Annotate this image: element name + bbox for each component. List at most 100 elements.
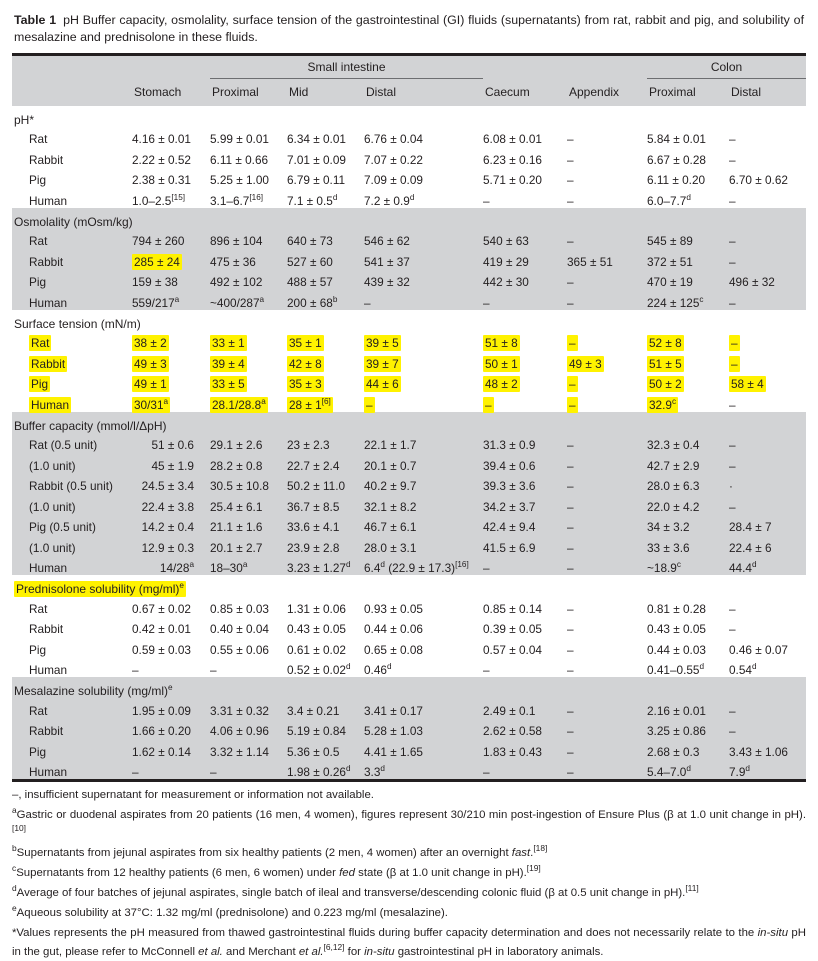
data-cell: – — [729, 493, 807, 514]
section-title: Prednisolone solubility (mg/ml)e — [14, 581, 186, 598]
data-cell: – — [567, 663, 574, 678]
data-cell: ~18.9c — [647, 554, 729, 576]
row-label: Pig — [29, 376, 51, 393]
table-row: Rat 4.16 ± 0.01 5.99 ± 0.01 6.34 ± 0.01 6.76… — [12, 126, 806, 147]
data-cell: 6.34 ± 0.01 — [287, 132, 346, 147]
row-label: (1.0 unit) — [12, 452, 132, 473]
data-cell: 42.4 ± 9.4 — [483, 513, 567, 535]
data-cell: – — [567, 227, 647, 249]
section-title: Buffer capacity (mmol/l/ΔpH) — [12, 411, 807, 432]
table-row: Rabbit 2.22 ± 0.52 6.11 ± 0.66 7.01 ± 0.09 7… — [12, 146, 806, 167]
data-cell: 372 ± 51 — [647, 248, 729, 269]
data-cell: 365 ± 51 — [567, 248, 647, 269]
data-cell: 28.4 ± 7 — [729, 513, 807, 535]
header-group-blank-2 — [132, 55, 210, 79]
table-head: Small intestine Colon Stomach Proximal M… — [12, 55, 807, 106]
data-cell: 3.23 ± 1.27d — [287, 554, 364, 576]
row-label: Pig — [29, 173, 47, 188]
data-cell: 3.25 ± 0.86 — [647, 717, 729, 739]
data-cell: – — [567, 268, 647, 290]
row-label: Human — [29, 396, 72, 413]
data-cell: 488 ± 57 — [287, 268, 364, 290]
data-cell: 559/217a — [132, 289, 210, 310]
data-cell: 51 ± 0.6 — [132, 431, 210, 453]
row-label: Rabbit — [29, 152, 64, 167]
data-cell: 23 ± 2.3 — [287, 431, 364, 453]
data-cell: – — [729, 431, 807, 453]
data-cell: 1.66 ± 0.20 — [132, 717, 210, 739]
table-row: Human – –1.98 ± 0.26d 3.3d – –5.4–7.0d 7.9d — [12, 758, 807, 780]
data-cell: 22.4 ± 6 — [729, 534, 807, 555]
data-cell: 0.39 ± 0.05 — [483, 622, 542, 637]
section-title: pH* — [14, 112, 35, 127]
section-header-row: Osmolality (mOsm/kg) — [12, 207, 807, 228]
data-cell: 40.2 ± 9.7 — [364, 472, 483, 494]
data-cell: 0.55 ± 0.06 — [210, 642, 269, 657]
data-cell: 475 ± 36 — [210, 248, 287, 269]
table-row: Human – – 0.52 ± 0.02d 0.46d – – 0.41–0.55d 0.54… — [12, 657, 806, 678]
table-row: Rabbit 49 ± 3 39 ± 4 42 ± 8 39 ± 7 50 ± 1 49 ±… — [12, 350, 806, 372]
data-cell: – — [483, 289, 567, 310]
row-label: Rat (0.5 unit) — [12, 431, 132, 453]
data-cell: 33 ± 1 — [210, 335, 247, 352]
data-cell: – — [729, 152, 736, 167]
table-row: Human 1.0–2.5[15] 3.1–6.7[16] 7.1 ± 0.5d 7.2… — [12, 187, 806, 208]
data-cell: 44 ± 6 — [364, 376, 401, 393]
data-cell: 470 ± 19 — [647, 268, 729, 290]
data-cell: 39.3 ± 3.6 — [483, 472, 567, 494]
data-cell: 896 ± 104 — [210, 227, 287, 249]
data-cell: 32.9c — [647, 396, 679, 413]
data-cell: 0.46 ± 0.07 — [729, 642, 788, 657]
table-footnotes: –, insufficient supernatant for measurem… — [12, 786, 806, 961]
data-cell: – — [483, 663, 490, 678]
data-cell: – — [729, 335, 740, 352]
table-row: Rabbit 285 ± 24 475 ± 36 527 ± 60 541 ± 37 41… — [12, 248, 807, 270]
data-cell: 0.44 ± 0.03 — [647, 642, 706, 657]
data-cell: 492 ± 102 — [210, 268, 287, 290]
data-cell: 28.0 ± 3.1 — [364, 534, 483, 555]
footnote: eAqueous solubility at 37°C: 1.32 mg/ml … — [12, 903, 448, 920]
data-cell: 33 ± 3.6 — [647, 534, 729, 555]
data-cell: – — [483, 554, 567, 576]
data-cell: – — [729, 397, 736, 412]
data-cell: 3.43 ± 1.06 — [729, 738, 807, 759]
data-cell: 0.61 ± 0.02 — [287, 642, 346, 657]
row-label: Rat — [12, 697, 132, 718]
section-header-row: Buffer capacity (mmol/l/ΔpH) — [12, 411, 807, 432]
data-cell: – — [567, 376, 578, 393]
table-bottom-rule — [12, 779, 806, 782]
header-group-small-intestine: Small intestine — [210, 55, 483, 79]
row-label: Pig (0.5 unit) — [12, 513, 132, 535]
footnote: dAverage of four batches of jejunal aspi… — [12, 883, 699, 900]
data-cell: · — [729, 472, 807, 494]
data-cell: 20.1 ± 2.7 — [210, 534, 287, 555]
table-body: pH* Rat 4.16 ± 0.01 5.99 ± 0.01 6.34 ± 0.01 6… — [12, 106, 807, 780]
data-cell: 28.2 ± 0.8 — [210, 452, 287, 473]
data-cell: 22.4 ± 3.8 — [132, 493, 210, 514]
data-cell: 1.0–2.5[15] — [132, 192, 186, 208]
data-cell: 496 ± 32 — [729, 268, 807, 290]
data-cell: 39 ± 5 — [364, 335, 401, 352]
data-cell: – — [567, 289, 647, 310]
table-row: Pig 159 ± 38 492 ± 102 488 ± 57 439 ± 32 442 … — [12, 268, 807, 290]
section-header-row: pH* — [12, 106, 806, 126]
row-label: Human — [29, 193, 68, 208]
data-cell: 224 ± 125c — [647, 289, 729, 310]
data-cell: – — [567, 738, 647, 759]
data-cell: 0.54d — [729, 662, 757, 678]
row-label: Pig — [12, 268, 132, 290]
data-cell: 3.31 ± 0.32 — [210, 697, 287, 718]
data-cell: 442 ± 30 — [483, 268, 567, 290]
data-cell: 30.5 ± 10.8 — [210, 472, 287, 494]
data-cell: 0.52 ± 0.02d — [287, 662, 351, 678]
data-cell: – — [567, 642, 574, 657]
data-cell: 39 ± 7 — [364, 355, 401, 372]
data-cell: – — [567, 193, 574, 208]
data-cell: 29.1 ± 2.6 — [210, 431, 287, 453]
data-cell: 0.40 ± 0.04 — [210, 622, 269, 637]
data-cell: – — [567, 452, 647, 473]
data-cell: 0.93 ± 0.05 — [364, 601, 423, 616]
table-row: (1.0 unit) 22.4 ± 3.8 25.4 ± 6.1 36.7 ± 8.5… — [12, 493, 807, 514]
data-cell: 7.09 ± 0.09 — [364, 173, 423, 188]
data-cell: ~400/287a — [210, 289, 287, 310]
